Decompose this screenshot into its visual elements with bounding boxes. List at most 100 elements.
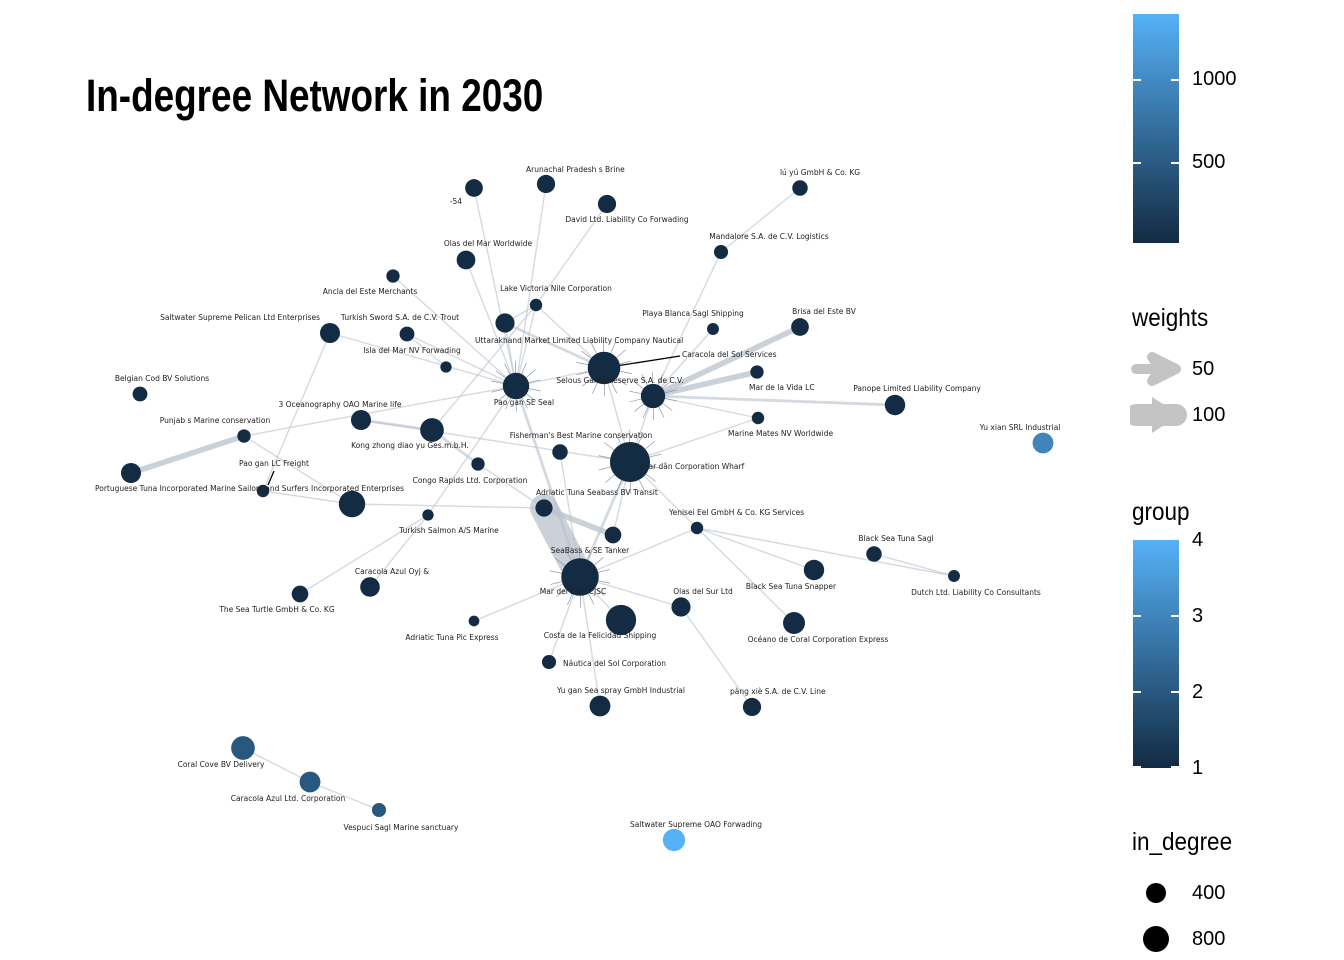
edge-n33-n43 — [696, 527, 795, 624]
node-label: Mar del Este CJSC — [540, 587, 606, 596]
labels-layer: Arunachal Pradesh s Brine -54 David Ltd. L… — [95, 165, 1060, 832]
node-label: Mandalore S.A. de C.V. Logistics — [709, 232, 829, 241]
edge-stub — [504, 363, 511, 375]
node-label: Yenisei Eel GmbH & Co. KG Services — [668, 508, 804, 517]
colorbar-top — [1133, 14, 1179, 243]
node-n17 — [750, 365, 764, 379]
in-degree-label-800: 800 — [1192, 928, 1226, 950]
node-n11 — [495, 313, 515, 333]
edge-stub — [664, 389, 677, 394]
edge-stub — [616, 349, 626, 358]
node-label: Isla del Mar NV Forwading — [363, 346, 461, 355]
edge-stub — [525, 369, 536, 378]
edge-n1-n21 — [515, 183, 547, 387]
node-label: Saltwater Supreme OAO Forwading — [630, 820, 762, 829]
node-n49 — [231, 736, 255, 760]
node-n1 — [536, 174, 556, 194]
node-n26 — [552, 444, 568, 460]
edge-stub — [598, 569, 610, 573]
edge-stub — [605, 474, 615, 483]
edge-stub — [649, 465, 662, 469]
edge-stub — [634, 403, 644, 412]
colorbar-top-tick-500: 500 — [1192, 151, 1226, 173]
node-n13 — [791, 318, 809, 336]
node-n34 — [422, 509, 434, 521]
node-n28 — [256, 484, 270, 498]
edge-stub — [521, 397, 528, 409]
node-n27 — [609, 441, 651, 483]
node-label: Portuguese Tuna Incorporated Marine — [95, 484, 236, 493]
node-n19 — [884, 394, 906, 416]
weights-legend-title: weights — [1132, 304, 1209, 332]
nodes-layer — [120, 174, 1054, 852]
node-n29 — [471, 457, 485, 471]
edge-stub — [642, 406, 649, 419]
edge-n48-n42 — [680, 606, 753, 708]
colorbar-top-tick-1000: 1000 — [1192, 68, 1237, 90]
edge-stub — [616, 377, 627, 386]
group-legend-title: group — [1132, 498, 1190, 526]
node-n9 — [319, 322, 341, 344]
edge-n35-n39 — [873, 553, 955, 577]
node-n30 — [120, 462, 142, 484]
edge-n22-n21 — [243, 385, 517, 437]
edge-n10-n21 — [406, 333, 517, 387]
group-tick-2: 2 — [1192, 681, 1204, 703]
edge-stub — [629, 390, 642, 394]
node-label: Olas del Mar Worldwide — [444, 239, 533, 248]
edge-n28-n31 — [262, 490, 353, 505]
node-label: Coral Cove BV Delivery — [178, 760, 265, 769]
edge-stub — [555, 558, 566, 566]
node-label: Playa Blanca Sagl Shipping — [642, 309, 744, 318]
edge-stub — [528, 379, 541, 384]
label-connector — [615, 355, 681, 367]
node-n35 — [866, 546, 882, 562]
in-degree-key-800 — [1143, 926, 1169, 952]
edge-n4-n5 — [720, 187, 801, 253]
edge-stub — [550, 581, 562, 585]
node-n48 — [742, 697, 762, 717]
node-label: Saltwater Supreme Pelican Ltd Enterprise… — [160, 313, 320, 322]
node-label: Belgian Cod BV Solutions — [115, 374, 209, 383]
edge-stub — [615, 433, 622, 445]
edge-stub — [645, 473, 656, 482]
edge-stub — [594, 556, 604, 566]
edge-n13-n16 — [650, 324, 803, 399]
edge-n9-n21 — [329, 332, 517, 387]
edge-stub — [526, 393, 537, 402]
node-label: Panope Limited Liability Company — [853, 384, 981, 393]
node-label: Náutica del Sol Corporation — [563, 659, 666, 668]
node-label: Turkish Salmon A/S Marine — [398, 526, 499, 535]
node-label: Lake Victoria Nile Corporation — [500, 284, 612, 293]
edge-stub — [658, 406, 665, 418]
edge-stub — [588, 593, 595, 605]
edge-stub — [616, 480, 623, 492]
node-label: Olas del Sur Ltd — [673, 587, 733, 596]
node-n12 — [707, 323, 719, 335]
node-label: Caracola Azul Oyj & — [355, 567, 429, 576]
edge-stub — [505, 397, 511, 410]
edge-stub — [581, 350, 592, 359]
edge-stub — [491, 388, 504, 393]
edge-stub — [521, 362, 527, 375]
edge-stub — [657, 373, 664, 386]
edge-stub — [598, 580, 611, 584]
node-label: Black Sea Tuna Sagl — [858, 534, 933, 543]
node-n7 — [386, 269, 400, 283]
weights-key-50 — [1131, 352, 1181, 386]
edge-stub — [664, 398, 677, 402]
edge-n19-n16 — [651, 394, 897, 407]
edge-n33-n38 — [696, 527, 815, 571]
node-n47 — [589, 695, 611, 717]
node-n46 — [541, 654, 557, 670]
edge-stub — [576, 362, 589, 366]
edge-n11-n15 — [503, 321, 606, 370]
edge-stub — [638, 479, 645, 491]
edge-n33-n40 — [579, 527, 698, 578]
node-label: Sailors and Surfers Incorporated Enterpr… — [238, 484, 404, 493]
edge-n22-n31 — [243, 435, 353, 505]
edge-stub — [641, 374, 648, 386]
node-n24 — [751, 411, 765, 425]
node-label: Adriatic Tuna Pic Express — [405, 633, 498, 642]
node-label: Océano de Coral Corporation Express — [748, 635, 889, 644]
